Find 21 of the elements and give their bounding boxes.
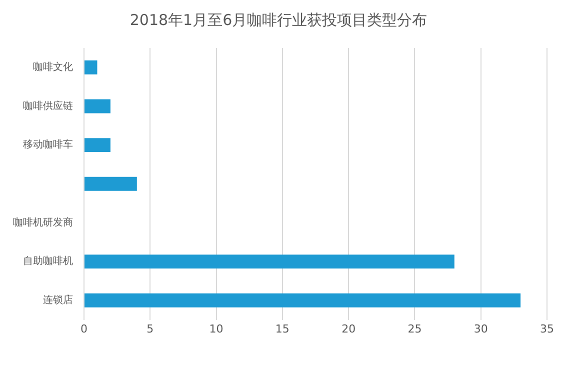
bar: [84, 176, 137, 191]
x-tick-label: 35: [540, 322, 554, 336]
y-tick-label: 咖啡机研发商: [13, 216, 73, 228]
y-tick-label: 连锁店: [43, 294, 73, 306]
x-tick-label: 10: [209, 322, 224, 336]
y-tick-label: 咖啡文化: [33, 61, 73, 74]
x-tick-label: 20: [342, 322, 356, 336]
bar: [84, 138, 110, 152]
y-tick-label: 移动咖啡车: [23, 138, 73, 151]
y-tick-label: 自助咖啡机: [23, 255, 73, 268]
chart-title: 2018年1月至6月咖啡行业获投项目类型分布: [130, 10, 428, 29]
bar: [84, 254, 454, 269]
x-tick-label: 0: [80, 322, 88, 336]
bar: [84, 60, 98, 74]
x-tick-label: 15: [275, 322, 290, 336]
x-tick-label: 5: [146, 322, 154, 336]
x-tick-label: 25: [408, 322, 422, 336]
y-tick-label: 咖啡供应链: [23, 100, 73, 112]
bar: [84, 99, 110, 114]
x-tick-label: 30: [474, 322, 488, 336]
bar: [84, 293, 521, 308]
